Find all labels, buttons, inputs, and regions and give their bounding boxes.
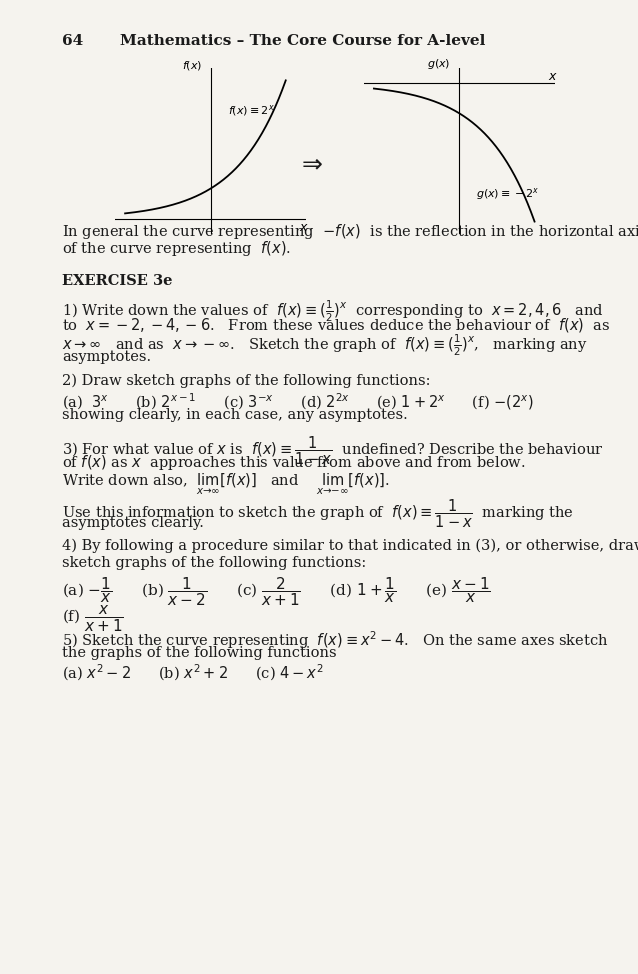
Text: 3) For what value of $x$ is  $f(x)\equiv\dfrac{1}{1-x}$  undefined? Describe the: 3) For what value of $x$ is $f(x)\equiv\…	[62, 434, 604, 467]
Text: $x\rightarrow\infty$   and as  $x\rightarrow-\infty$.   Sketch the graph of  $f(: $x\rightarrow\infty$ and as $x\rightarro…	[62, 333, 588, 358]
Text: showing clearly, in each case, any asymptotes.: showing clearly, in each case, any asymp…	[62, 408, 408, 422]
Text: of the curve representing  $f(x)$.: of the curve representing $f(x)$.	[62, 239, 291, 258]
Text: of $f(x)$ as $x$  approaches this value from above and from below.: of $f(x)$ as $x$ approaches this value f…	[62, 453, 526, 472]
Text: 1) Write down the values of  $f(x)\equiv(\frac{1}{2})^x$  corresponding to  $x =: 1) Write down the values of $f(x)\equiv(…	[62, 299, 604, 324]
Text: Mathematics – The Core Course for A-level: Mathematics – The Core Course for A-leve…	[120, 34, 486, 48]
Text: $x$: $x$	[548, 70, 558, 83]
Text: $g(x)$: $g(x)$	[427, 56, 451, 71]
Text: (a) $-\dfrac{1}{x}$      (b) $\dfrac{1}{x-2}$      (c) $\dfrac{2}{x+1}$      (d): (a) $-\dfrac{1}{x}$ (b) $\dfrac{1}{x-2}$…	[62, 575, 491, 608]
Text: In general the curve representing  $-f(x)$  is the reflection in the horizontal : In general the curve representing $-f(x)…	[62, 222, 638, 241]
Text: asymptotes clearly.: asymptotes clearly.	[62, 516, 204, 530]
Text: EXERCISE 3e: EXERCISE 3e	[62, 274, 172, 288]
Text: (f) $\dfrac{x}{x+1}$: (f) $\dfrac{x}{x+1}$	[62, 604, 124, 634]
Text: (a) $x^2-2$      (b) $x^2+2$      (c) $4-x^2$: (a) $x^2-2$ (b) $x^2+2$ (c) $4-x^2$	[62, 663, 323, 684]
Text: 4) By following a procedure similar to that indicated in (3), or otherwise, draw: 4) By following a procedure similar to t…	[62, 539, 638, 553]
Text: asymptotes.: asymptotes.	[62, 350, 151, 364]
Text: $f(x)$: $f(x)$	[182, 58, 202, 72]
Text: (a)  $3^x$      (b) $2^{x-1}$      (c) $3^{-x}$      (d) $2^{2x}$      (e) $1+2^: (a) $3^x$ (b) $2^{x-1}$ (c) $3^{-x}$ (d)…	[62, 391, 534, 412]
Text: $\Rightarrow$: $\Rightarrow$	[297, 153, 323, 175]
Text: 2) Draw sketch graphs of the following functions:: 2) Draw sketch graphs of the following f…	[62, 374, 431, 389]
Text: 5) Sketch the curve representing  $f(x)\equiv x^2-4$.   On the same axes sketch: 5) Sketch the curve representing $f(x)\e…	[62, 629, 608, 651]
Text: sketch graphs of the following functions:: sketch graphs of the following functions…	[62, 556, 366, 570]
Text: the graphs of the following functions: the graphs of the following functions	[62, 646, 337, 660]
Text: $f(x)\equiv 2^x$: $f(x)\equiv 2^x$	[228, 102, 274, 118]
Text: Write down also,  $\lim_{x\rightarrow\infty}[f(x)]$   and    $\lim_{x\rightarrow: Write down also, $\lim_{x\rightarrow\inf…	[62, 472, 390, 497]
Text: $g(x)\equiv -2^x$: $g(x)\equiv -2^x$	[477, 186, 540, 203]
Text: 64: 64	[62, 34, 83, 48]
Text: to  $x=-2,-4,-6$.   From these values deduce the behaviour of  $f(x)$  as: to $x=-2,-4,-6$. From these values deduc…	[62, 316, 611, 334]
Text: $x$: $x$	[299, 221, 309, 234]
Text: Use this information to sketch the graph of  $f(x)\equiv\dfrac{1}{1-x}$  marking: Use this information to sketch the graph…	[62, 497, 574, 530]
